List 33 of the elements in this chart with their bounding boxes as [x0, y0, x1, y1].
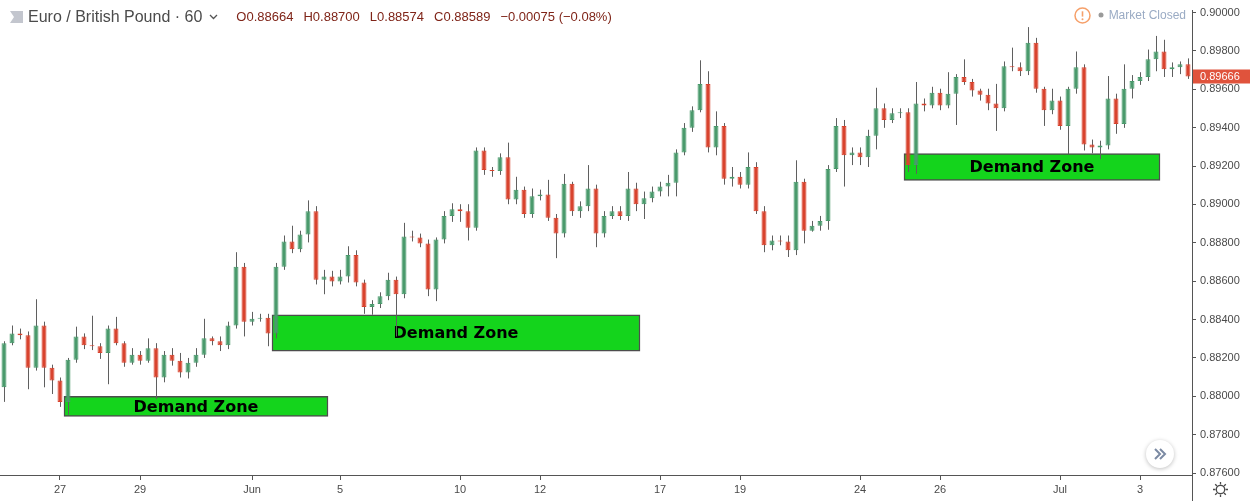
annotation: L0.88574: [369, 8, 425, 26]
x-tick-label: 12: [533, 482, 547, 495]
annotation: O0.88664: [236, 8, 294, 26]
y-tick-label: 0.88800: [1200, 235, 1240, 248]
y-tick-label: 0.88400: [1200, 312, 1240, 325]
annotation: C0.88589: [434, 8, 491, 26]
y-tick-label: 0.87600: [1200, 466, 1240, 479]
x-tick-label: 26: [933, 482, 947, 495]
y-tick-label: 0.89600: [1200, 82, 1240, 95]
annotation: Market Closed: [1108, 7, 1186, 24]
annotation: H0.88700: [303, 8, 360, 26]
x-tick-label: 19: [733, 482, 747, 495]
text: 0.89666: [1200, 70, 1240, 83]
y-tick-label: 0.89200: [1200, 159, 1240, 172]
chart-title: Euro / British Pound · 60: [28, 7, 203, 27]
x-tick-label: 10: [453, 482, 467, 495]
x-tick-label: 29: [133, 482, 147, 495]
x-tick-label: 5: [336, 482, 344, 495]
x-tick-label: Jun: [243, 482, 261, 495]
y-tick-label: 0.88200: [1200, 350, 1240, 363]
x-tick-label: 17: [653, 482, 667, 495]
y-tick-label: 0.88000: [1200, 389, 1240, 402]
x-tick-label: 3: [1136, 482, 1144, 495]
annotation: −0.00075 (−0.08%): [500, 8, 612, 26]
y-tick-label: 0.90000: [1200, 5, 1240, 18]
y-tick-label: 0.88600: [1200, 274, 1240, 287]
x-tick-label: 24: [853, 482, 867, 495]
y-tick-label: 0.89400: [1200, 120, 1240, 133]
y-tick-label: 0.89800: [1200, 43, 1240, 56]
x-tick-label: Jul: [1052, 482, 1068, 495]
y-tick-label: 0.87800: [1200, 427, 1240, 440]
y-tick-label: 0.89000: [1200, 197, 1240, 210]
x-tick-label: 27: [53, 482, 67, 495]
